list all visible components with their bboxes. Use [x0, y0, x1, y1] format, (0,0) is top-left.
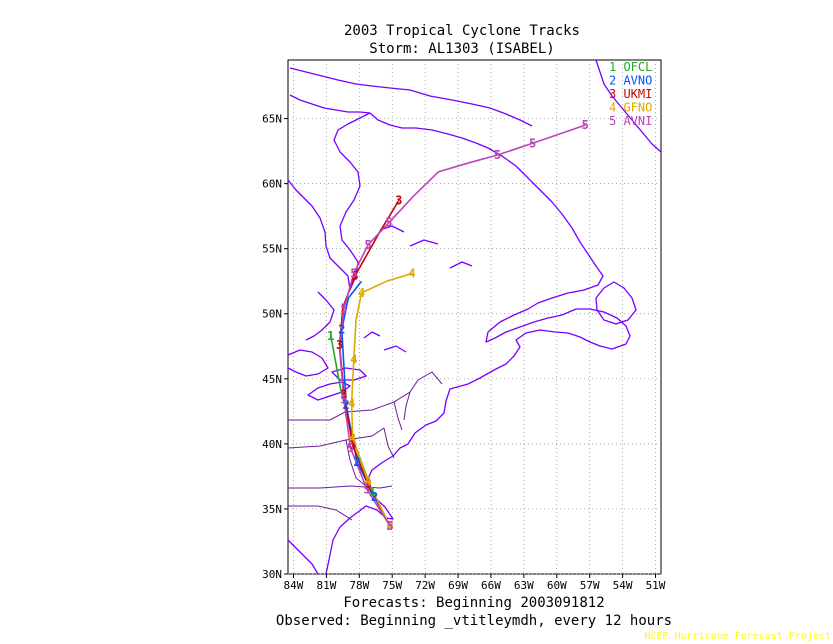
track-marker-2-1: 2 [371, 490, 378, 504]
legend-item-1: 1 OFCL [609, 60, 652, 74]
track-marker-4-1: 4 [364, 475, 371, 489]
track-marker-4-0: 4 [386, 519, 393, 533]
coastline-hudson-bay-east [333, 112, 371, 291]
x-tick-label-7: 63W [514, 579, 534, 592]
lake-fragments [363, 225, 473, 353]
great-lakes-east [287, 349, 329, 377]
track-marker-1-1: 1 [369, 485, 376, 499]
track-marker-1-4: 1 [327, 329, 334, 343]
track-marker-3-1: 3 [364, 477, 371, 491]
track-marker-4-8: 4 [408, 266, 415, 280]
track-marker-5-5: 5 [340, 302, 347, 316]
coastline-baffin [289, 67, 533, 127]
x-tick-label-3: 75W [382, 579, 402, 592]
x-tick-label-10: 54W [613, 579, 633, 592]
x-tick-label-2: 78W [349, 579, 369, 592]
y-tick-label-7: 65N [262, 113, 282, 126]
track-marker-5-0: 5 [386, 519, 393, 533]
track-marker-3-3: 3 [340, 387, 347, 401]
x-tick-label-4: 72W [415, 579, 435, 592]
coastline-hudson-bay-west [287, 179, 351, 291]
track-marker-5-8: 5 [385, 216, 392, 230]
track-marker-5-6: 5 [350, 266, 357, 280]
track-series-5 [338, 124, 586, 527]
y-tick-label-4: 50N [262, 308, 282, 321]
border-state-2 [288, 485, 393, 489]
track-marker-4-4: 4 [350, 352, 357, 366]
grid-lines [288, 60, 661, 575]
track-marker-2-4: 2 [338, 322, 345, 336]
forecast-tracks [330, 124, 586, 527]
track-marker-5-2: 5 [347, 441, 354, 455]
footer-observed: Observed: Beginning _vtitleymdh, every 1… [276, 613, 672, 629]
chart-title: 2003 Tropical Cyclone Tracks [344, 23, 580, 39]
track-marker-5-7: 5 [364, 238, 371, 252]
track-marker-5-12: 5 [494, 148, 501, 162]
track-marker-5-14: 5 [582, 118, 589, 132]
y-tick-label-3: 45N [262, 373, 282, 386]
chart-subtitle: Storm: AL1303 (ISABEL) [369, 41, 554, 57]
track-marker-2-3: 2 [343, 398, 350, 412]
y-axis-ticks: 30N 35N 40N 45N 50N 55N 60N 65N [262, 113, 288, 581]
track-marker-3-2: 3 [349, 438, 356, 452]
james-bay [305, 291, 335, 341]
track-marker-5-13: 5 [529, 136, 536, 150]
track-marker-5-3: 5 [340, 393, 347, 407]
track-marker-4-3: 4 [348, 397, 355, 411]
x-tick-label-5: 69W [448, 579, 468, 592]
track-marker-3-6: 3 [351, 269, 358, 283]
y-tick-label-5: 55N [262, 243, 282, 256]
x-tick-label-0: 84W [284, 579, 304, 592]
coastline-north-quebec [289, 94, 371, 114]
border-state-3 [288, 505, 353, 521]
legend-item-5: 5 AVNI [609, 114, 652, 128]
legend-item-3: 3 UKMI [609, 87, 652, 101]
map-frame [287, 59, 662, 575]
florida-gulf [287, 539, 319, 575]
border-state-4 [345, 427, 395, 487]
footer-forecast: Forecasts: Beginning 2003091812 [343, 595, 604, 611]
x-tick-label-9: 57W [580, 579, 600, 592]
newfoundland [595, 281, 637, 325]
legend-item-2: 2 AVNO [609, 74, 652, 88]
coastline-greenland [595, 59, 662, 153]
track-marker-4-2: 4 [349, 432, 356, 446]
y-tick-label-2: 40N [262, 438, 282, 451]
track-marker-5-1: 5 [363, 482, 370, 496]
political-borders [287, 371, 443, 521]
y-tick-label-6: 60N [262, 178, 282, 191]
track-marker-3-4: 3 [336, 338, 343, 352]
coastline-labrador [369, 112, 477, 144]
credit-text: NCEP Hurricane Forecast Project [644, 631, 831, 642]
x-tick-label-11: 51W [646, 579, 666, 592]
legend-item-4: 4 GFNO [609, 101, 652, 115]
x-tick-label-8: 60W [547, 579, 567, 592]
x-tick-label-6: 66W [481, 579, 501, 592]
great-lakes-erie-ontario [307, 367, 367, 401]
track-marker-3-0: 3 [386, 519, 393, 533]
track-series-4 [350, 272, 413, 527]
x-axis-ticks: 84W 81W 78W 75W 72W 69W 66W 63W 60W 57W 54W 51W [284, 574, 666, 592]
border-state-5 [393, 391, 411, 431]
y-tick-label-1: 35N [262, 503, 282, 516]
track-marker-2-2: 2 [353, 455, 360, 469]
x-tick-label-1: 81W [316, 579, 336, 592]
track-marker-4-6: 4 [358, 286, 365, 300]
y-tick-label-0: 30N [262, 568, 282, 581]
track-marker-3-8: 3 [395, 194, 402, 208]
